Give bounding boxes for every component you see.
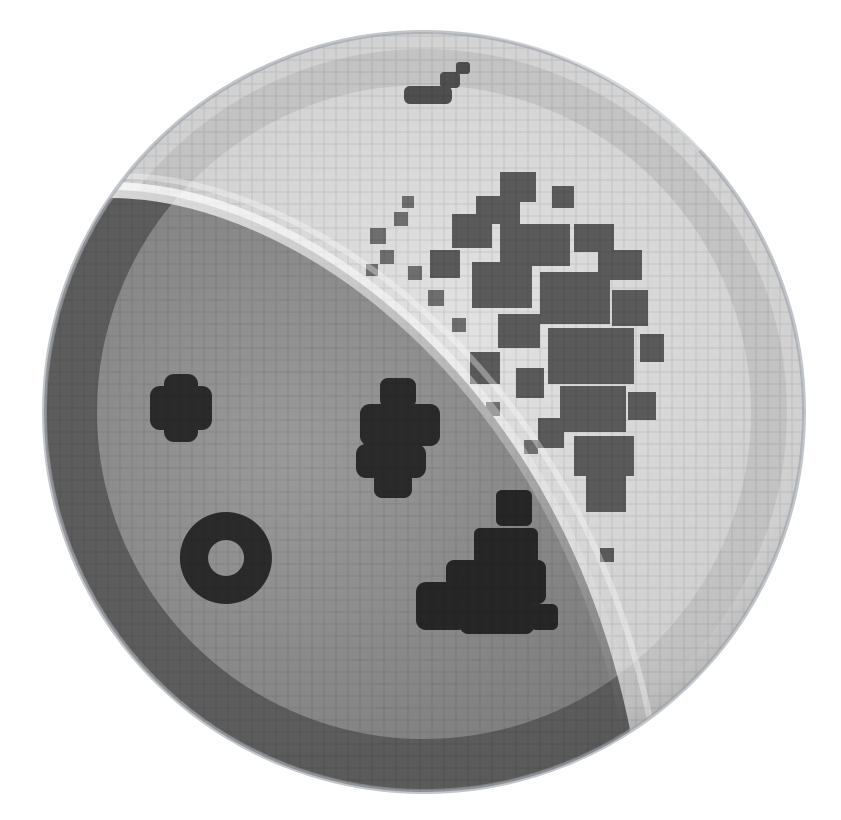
moon-outer-rim — [42, 30, 806, 794]
terminator-highlight — [109, 182, 638, 732]
